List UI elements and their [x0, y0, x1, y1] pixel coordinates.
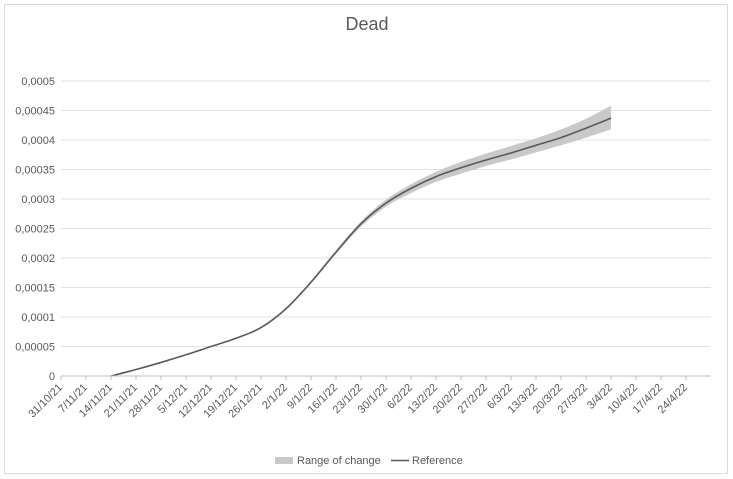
legend: Range of change Reference	[275, 455, 463, 467]
y-tick-label: 0,00005	[15, 342, 55, 354]
y-tick-label: 0,0003	[21, 194, 55, 206]
gridlines	[61, 80, 711, 347]
chart-title: Dead	[345, 14, 388, 34]
range-band-layer	[111, 105, 611, 376]
y-tick-labels: 0 0,00005 0,0001 0,00015 0,0002 0,00025 0,0003…	[15, 76, 55, 383]
y-tick-label: 0,0005	[21, 76, 55, 88]
chart-svg: Dead 00,000050,00010,000150,00020,000250…	[15, 14, 711, 467]
y-tick-label: 0	[49, 371, 55, 383]
y-tick-label: 0,0002	[21, 253, 55, 265]
reference-line	[110, 117, 612, 377]
legend-label-reference: Reference	[412, 455, 463, 467]
y-tick-label: 0,00045	[15, 106, 55, 118]
range-of-change-band	[111, 105, 611, 376]
y-tick-label: 0,00025	[15, 224, 55, 236]
reference-line-layer	[110, 117, 612, 377]
y-tick-label: 0,00015	[15, 283, 55, 295]
y-tick-label: 0,0001	[21, 312, 55, 324]
x-tick-labels: 31/10/217/11/2114/11/2121/11/2128/11/215…	[26, 382, 690, 421]
y-tick-label: 0,0004	[21, 135, 55, 147]
y-tick-label: 0,00035	[15, 165, 55, 177]
chart-frame: Dead 0 0,00005 0,0001 0,00015 0,0002 0,00025 0…	[4, 4, 728, 474]
x-tick-label: 2/1/22	[260, 382, 290, 412]
legend-label-range: Range of change	[297, 455, 381, 467]
legend-swatch-range	[275, 457, 293, 464]
axis-layer	[60, 375, 711, 380]
x-tick-label: 31/10/21	[26, 382, 65, 421]
